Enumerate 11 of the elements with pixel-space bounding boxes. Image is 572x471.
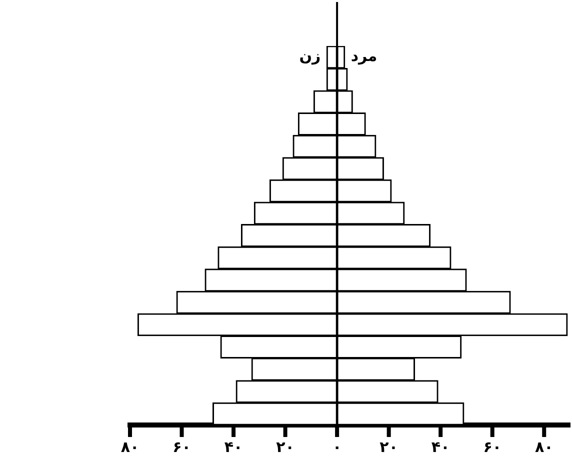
x-tick-label: ۸۰ [120,438,140,456]
x-tick-label: ۶۰ [483,438,502,456]
x-tick-label: ۸۰ [534,438,554,456]
x-tick-label: ۴۰ [224,438,243,456]
x-tick-label: ۲۰ [380,438,398,456]
x-tick-label: ۲۰ [276,438,294,456]
x-tick-label: ۰ [332,438,342,456]
series-label: زن [299,47,321,66]
x-tick-label: ۴۰ [431,438,450,456]
series-label: مرد [350,47,378,66]
x-tick-label: ۶۰ [172,438,191,456]
